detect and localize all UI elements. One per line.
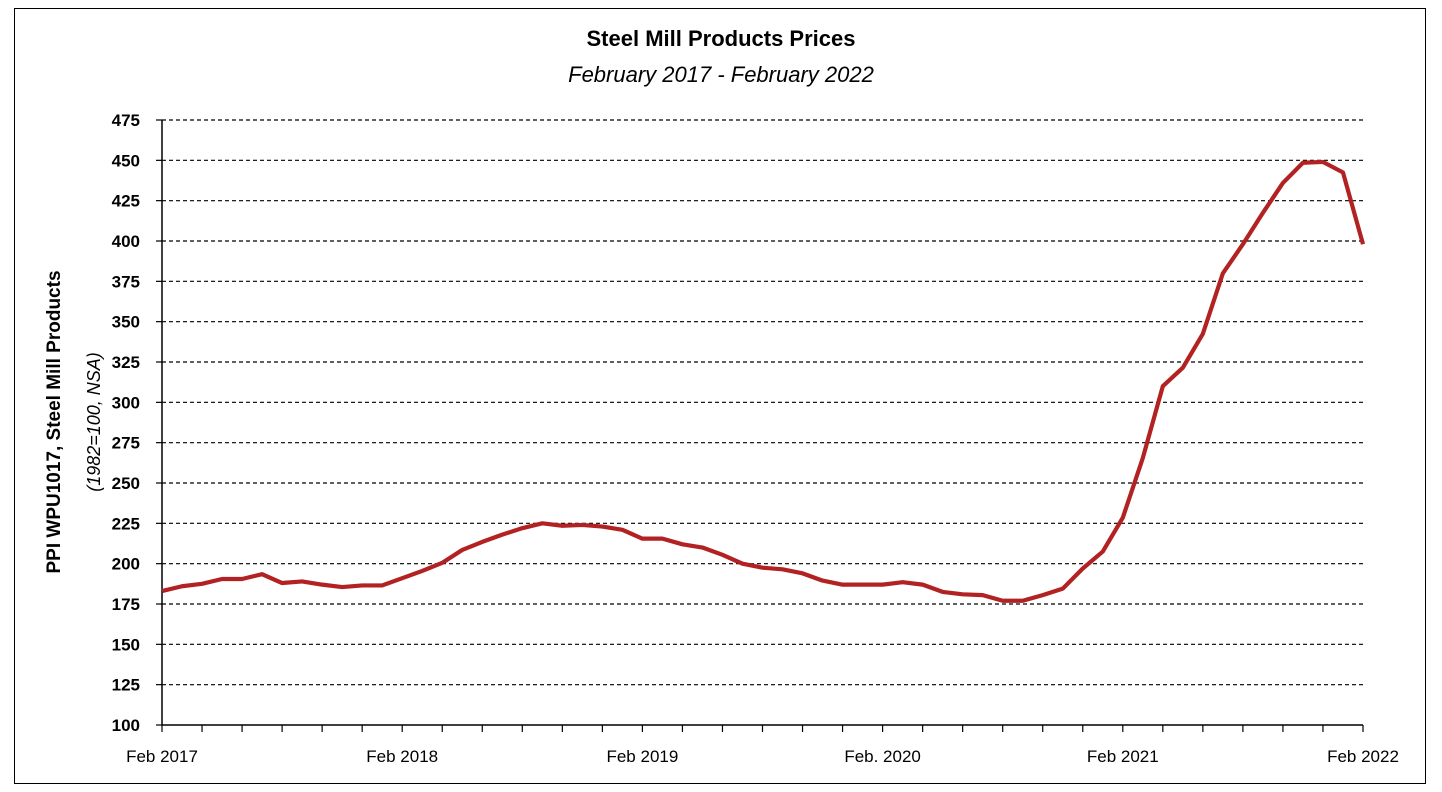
x-axis-ticks: Feb 2017 Feb 2018 Feb 2019 Feb. 2020 Feb 202… [126, 725, 1399, 766]
y-tick-label: 175 [112, 595, 140, 614]
x-tick-label: Feb 2017 [126, 747, 198, 766]
chart-subtitle: February 2017 - February 2022 [568, 62, 874, 87]
y-tick-label: 275 [112, 434, 140, 453]
y-tick-label: 250 [112, 474, 140, 493]
y-tick-label: 375 [112, 272, 140, 291]
y-axis-sublabel: (1982=100, NSA) [84, 352, 104, 492]
y-axis-ticks: 100 125 150 175 200 225 250 275 300 325 350 375 400 4… [112, 111, 162, 735]
y-tick-label: 475 [112, 111, 140, 130]
x-tick-label: Feb 2022 [1327, 747, 1399, 766]
chart-title: Steel Mill Products Prices [586, 26, 856, 51]
y-tick-label: 300 [112, 393, 140, 412]
y-tick-label: 350 [112, 313, 140, 332]
x-tick-label: Feb. 2020 [844, 747, 921, 766]
chart-frame [14, 8, 1426, 784]
y-tick-label: 325 [112, 353, 140, 372]
x-tick-label: Feb 2021 [1087, 747, 1159, 766]
axes [161, 120, 1363, 726]
y-tick-label: 425 [112, 192, 140, 211]
series-layer [161, 159, 1366, 603]
gridlines [162, 119, 1363, 686]
y-tick-label: 450 [112, 151, 140, 170]
y-tick-label: 150 [112, 635, 140, 654]
y-tick-label: 225 [112, 514, 140, 533]
series-line [161, 159, 1366, 603]
y-axis-label: PPI WPU1017, Steel Mill Products [44, 270, 65, 573]
y-tick-label: 200 [112, 555, 140, 574]
x-tick-label: Feb 2019 [606, 747, 678, 766]
y-tick-label: 100 [112, 716, 140, 735]
y-tick-label: 400 [112, 232, 140, 251]
y-tick-label: 125 [112, 676, 140, 695]
x-tick-label: Feb 2018 [366, 747, 438, 766]
